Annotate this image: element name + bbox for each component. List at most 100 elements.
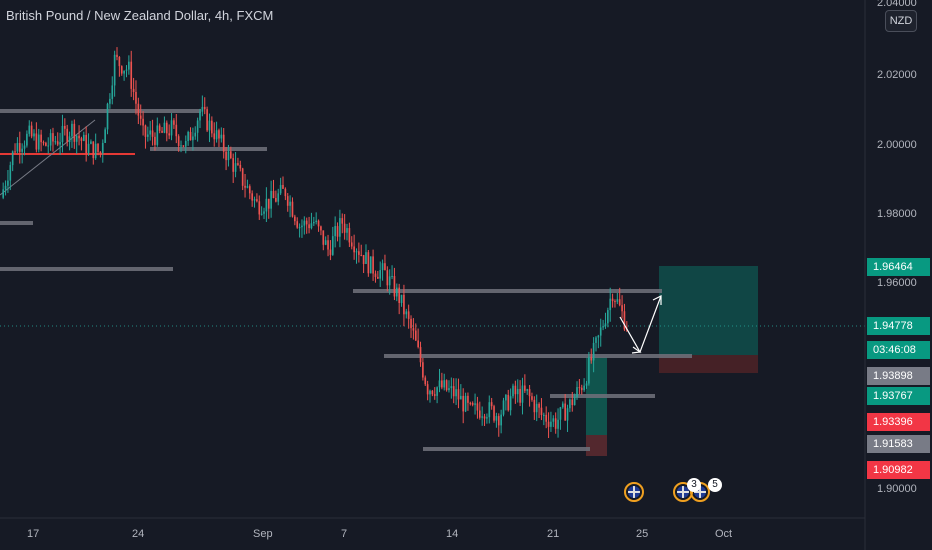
candle: [258, 201, 261, 215]
candle: [500, 414, 502, 426]
y-tick: 1.90000: [877, 483, 917, 495]
candle: [550, 421, 552, 427]
event-count-badge[interactable]: 3: [687, 478, 701, 492]
y-tick: 2.04000: [877, 0, 917, 9]
candle: [516, 388, 519, 395]
candle: [291, 201, 294, 217]
candle: [400, 294, 403, 303]
level-line: [0, 267, 173, 271]
price-tag[interactable]: 1.93767: [867, 387, 930, 405]
candle: [30, 125, 33, 137]
candle: [599, 327, 602, 336]
y-tick: 2.02000: [877, 69, 917, 81]
candle: [180, 145, 182, 147]
uk-flag-icon: [628, 486, 640, 498]
candle: [445, 380, 448, 391]
candle: [585, 383, 588, 386]
candle: [59, 142, 61, 145]
economic-event-marker[interactable]: [673, 482, 693, 502]
candle: [241, 168, 244, 186]
candle: [355, 251, 358, 253]
candle: [87, 143, 90, 154]
x-tick: 21: [547, 528, 560, 540]
candle: [265, 198, 268, 212]
candle: [275, 198, 277, 202]
candle: [602, 326, 604, 328]
candle: [521, 385, 524, 403]
candle: [279, 185, 282, 194]
level-line: [0, 221, 33, 225]
candle: [199, 111, 201, 121]
candle: [350, 242, 353, 247]
candle: [490, 402, 493, 407]
candle: [80, 138, 83, 141]
candle: [154, 136, 156, 145]
candle: [196, 120, 199, 133]
candle: [341, 218, 344, 224]
price-tag-last[interactable]: 1.94778: [867, 317, 930, 335]
candle: [94, 143, 97, 159]
trend-line: [0, 119, 96, 196]
candle: [218, 130, 220, 139]
candle: [106, 103, 109, 130]
candle: [495, 416, 498, 421]
candle: [296, 221, 299, 228]
economic-event-marker[interactable]: [624, 482, 644, 502]
price-tag-take-profit[interactable]: 1.96464: [867, 258, 930, 276]
countdown-tag: 03:46:08: [867, 341, 930, 359]
candle: [177, 136, 180, 146]
price-tag[interactable]: 1.93898: [867, 367, 930, 385]
candle: [16, 143, 19, 152]
candle: [149, 130, 152, 135]
candle: [47, 145, 50, 147]
y-tick: 1.96000: [877, 277, 917, 289]
candle: [524, 385, 526, 391]
candle: [348, 228, 351, 243]
currency-button[interactable]: NZD: [885, 10, 917, 32]
candle: [187, 131, 189, 141]
candle: [604, 323, 607, 327]
candle: [358, 251, 360, 255]
candle: [215, 130, 218, 140]
candle: [573, 396, 576, 406]
candle: [343, 223, 346, 233]
candle: [531, 396, 533, 400]
candle: [377, 276, 379, 279]
candle: [139, 115, 142, 119]
candle: [557, 419, 559, 429]
candle: [369, 256, 372, 274]
candle: [433, 394, 436, 396]
candle: [165, 122, 168, 134]
candle: [54, 141, 57, 143]
level-line: [150, 147, 267, 151]
candle: [156, 125, 159, 145]
y-tick: 2.00000: [877, 139, 917, 151]
candle: [391, 276, 393, 278]
price-tag-stop[interactable]: 1.93396: [867, 413, 930, 431]
candle: [431, 390, 434, 395]
candle: [519, 388, 521, 403]
price-tag[interactable]: 1.91583: [867, 435, 930, 453]
candle: [334, 226, 336, 237]
candle: [109, 98, 111, 104]
candle: [441, 380, 443, 388]
candle: [580, 387, 583, 391]
candle: [384, 263, 386, 271]
candle: [324, 240, 327, 245]
candle: [616, 299, 619, 302]
candle: [260, 213, 263, 215]
candle: [71, 123, 73, 137]
candle: [571, 399, 574, 406]
candle: [474, 403, 476, 405]
candle: [97, 143, 99, 152]
candle: [322, 230, 325, 245]
event-count-badge[interactable]: 5: [708, 478, 722, 492]
price-tag-stop[interactable]: 1.90982: [867, 461, 930, 479]
level-line: [550, 394, 655, 398]
candle: [232, 158, 235, 172]
candle: [92, 141, 95, 159]
candle: [45, 142, 47, 146]
candle: [203, 106, 206, 110]
candle: [173, 120, 175, 125]
